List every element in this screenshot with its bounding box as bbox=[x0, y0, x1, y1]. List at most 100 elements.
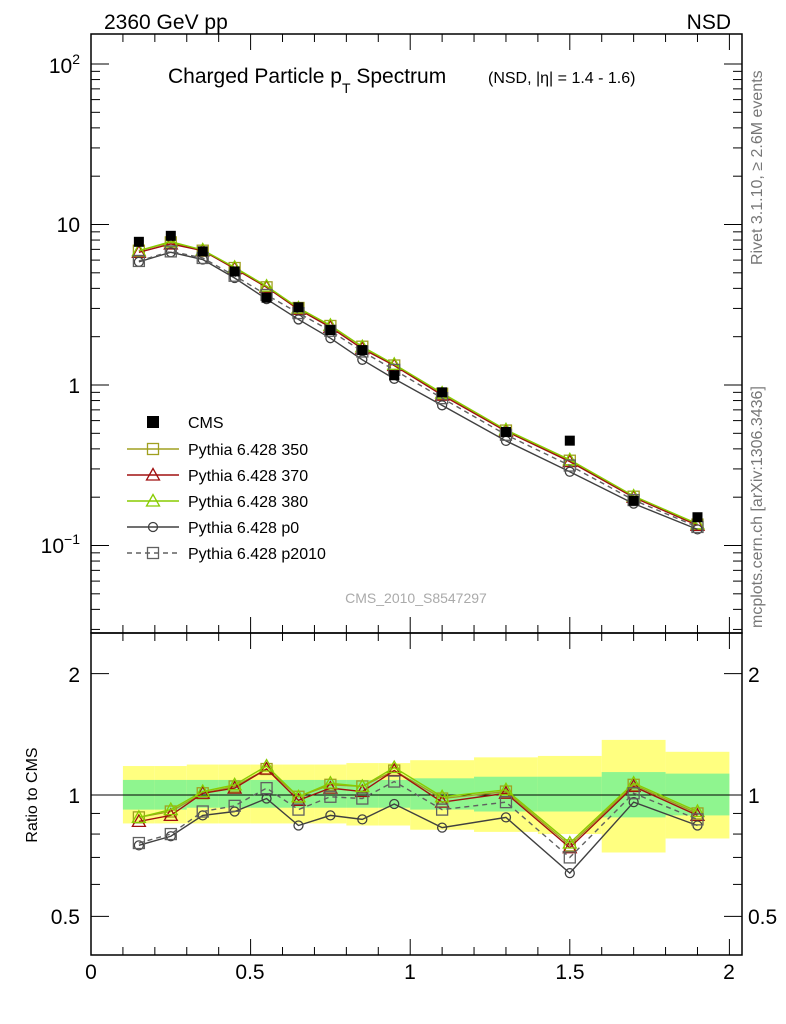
series-point-main-pythia-6-428-p2010-11 bbox=[563, 459, 576, 472]
series-point-ratio-pythia-6-428-380-5 bbox=[290, 788, 307, 803]
series-point-ratio-pythia-6-428-370-11 bbox=[562, 839, 578, 854]
series-point-ratio-pythia-6-428-p2010-11 bbox=[563, 851, 576, 864]
x-tick-label-1.5: 1.5 bbox=[555, 961, 584, 984]
chart-title-detail: (NSD, |η| = 1.4 - 1.6) bbox=[488, 70, 635, 87]
chart-title: Charged Particle pT Spectrum (NSD, |η| =… bbox=[168, 65, 635, 96]
legend-marker-pythia-6-428-350 bbox=[146, 442, 160, 456]
series-point-main-pythia-6-428-p0-11 bbox=[564, 466, 575, 477]
series-point-ratio-pythia-6-428-p2010-6 bbox=[324, 790, 337, 803]
cms-data-points bbox=[133, 230, 703, 523]
series-point-main-pythia-6-428-p0-5 bbox=[293, 314, 304, 325]
series-point-ratio-pythia-6-428-p2010-10 bbox=[499, 795, 513, 809]
cms-point-5 bbox=[293, 302, 304, 313]
series-point-ratio-pythia-6-428-370-2 bbox=[195, 785, 211, 799]
legend-marker-pythia-6-428-p2010 bbox=[146, 546, 160, 560]
series-line-ratio-pythia-6-428-370 bbox=[138, 768, 698, 849]
cms-point-12 bbox=[628, 495, 639, 506]
series-point-ratio-pythia-6-428-p0-12 bbox=[628, 796, 639, 808]
cms-point-13 bbox=[692, 512, 703, 523]
band-inner-8 bbox=[378, 779, 411, 808]
rivet-version-label: Rivet 3.1.10, ≥ 2.6M events bbox=[749, 70, 766, 265]
legend-label-pythia-6-428-p2010: Pythia 6.428 p2010 bbox=[188, 546, 326, 563]
series-layer bbox=[131, 233, 706, 879]
series-pythia-6-428-p2010 bbox=[132, 245, 704, 864]
ratio-y-tick-0.5-left: 0.5 bbox=[51, 906, 80, 929]
main-y-tick-10: 10 bbox=[57, 214, 80, 237]
main-y-tick-100: 102 bbox=[49, 51, 80, 78]
x-tick-label-1: 1 bbox=[404, 961, 416, 984]
header-process-label: NSD bbox=[687, 11, 731, 34]
x-tick-label-2: 2 bbox=[723, 961, 735, 984]
series-point-ratio-pythia-6-428-p2010-12 bbox=[627, 787, 640, 800]
series-point-ratio-pythia-6-428-380-3 bbox=[227, 776, 243, 791]
series-point-ratio-pythia-6-428-380-8 bbox=[386, 759, 402, 774]
legend-label-pythia-6-428-380: Pythia 6.428 380 bbox=[188, 494, 308, 511]
band-inner-11 bbox=[537, 776, 602, 812]
series-point-ratio-pythia-6-428-p2010-0 bbox=[132, 836, 146, 850]
legend-label-pythia-6-428-370: Pythia 6.428 370 bbox=[188, 468, 308, 485]
series-point-ratio-pythia-6-428-370-6 bbox=[322, 780, 339, 794]
main-y-tick-labels: 102 10 1 10−1 bbox=[41, 51, 81, 558]
series-point-ratio-pythia-6-428-380-6 bbox=[322, 775, 339, 789]
series-point-ratio-pythia-6-428-380-2 bbox=[195, 783, 211, 798]
mcplots-reference-label: mcplots.cern.ch [arXiv:1306.3436] bbox=[749, 386, 766, 628]
cms-point-2 bbox=[197, 246, 208, 257]
series-point-ratio-pythia-6-428-380-9 bbox=[434, 788, 450, 803]
series-point-main-pythia-6-428-380-8 bbox=[386, 356, 402, 370]
cms-point-4 bbox=[261, 292, 272, 303]
series-point-main-pythia-6-428-380-4 bbox=[258, 278, 275, 292]
cms-point-3 bbox=[229, 266, 240, 277]
ratio-y-tick-2-left: 2 bbox=[68, 664, 80, 687]
series-point-ratio-pythia-6-428-380-4 bbox=[258, 758, 275, 772]
series-point-ratio-pythia-6-428-p2010-4 bbox=[260, 781, 273, 795]
series-point-ratio-pythia-6-428-380-1 bbox=[163, 801, 179, 816]
series-point-ratio-pythia-6-428-p2010-2 bbox=[196, 805, 209, 818]
series-point-main-pythia-6-428-370-13 bbox=[689, 517, 706, 532]
series-point-ratio-pythia-6-428-p0-6 bbox=[325, 810, 336, 821]
series-point-ratio-pythia-6-428-p2010-7 bbox=[356, 792, 369, 805]
series-point-ratio-pythia-6-428-p2010-8 bbox=[388, 775, 401, 788]
legend-marker-pythia-6-428-380 bbox=[145, 493, 161, 507]
series-point-ratio-pythia-6-428-370-7 bbox=[354, 783, 370, 798]
series-point-ratio-pythia-6-428-p0-10 bbox=[500, 812, 512, 823]
legend-marker-cms bbox=[147, 416, 159, 428]
ratio-y-tick-0.5-right: 0.5 bbox=[748, 906, 777, 929]
x-tick-labels: 0 0.5 1 1.5 2 bbox=[85, 961, 735, 984]
ratio-y-tick-labels: 2 1 0.5 2 1 0.5 bbox=[51, 664, 777, 929]
ratio-y-tick-1-right: 1 bbox=[748, 785, 760, 808]
x-tick-label-0: 0 bbox=[85, 961, 97, 984]
series-point-main-pythia-6-428-380-1 bbox=[163, 233, 179, 248]
cms-point-11 bbox=[564, 435, 575, 446]
series-point-main-pythia-6-428-p0-9 bbox=[436, 400, 448, 411]
legend-label-pythia-6-428-p0: Pythia 6.428 p0 bbox=[188, 520, 299, 537]
ratio-y-tick-1-left: 1 bbox=[68, 785, 80, 808]
ratio-y-axis-label: Ratio to CMS bbox=[24, 747, 41, 842]
ratio-y-tick-2-right: 2 bbox=[748, 664, 760, 687]
axis-ticks bbox=[90, 34, 742, 955]
cms-point-10 bbox=[500, 426, 511, 437]
series-point-ratio-pythia-6-428-p2010-9 bbox=[435, 803, 449, 816]
analysis-id-watermark: CMS_2010_S8547297 bbox=[345, 590, 487, 606]
series-point-ratio-pythia-6-428-380-10 bbox=[498, 782, 514, 796]
legend-marker-pythia-6-428-370 bbox=[145, 467, 161, 481]
series-point-ratio-pythia-6-428-380-11 bbox=[562, 835, 578, 849]
main-panel-background bbox=[91, 34, 742, 633]
main-y-tick-0.1: 10−1 bbox=[41, 531, 81, 558]
cms-point-9 bbox=[437, 387, 448, 398]
main-y-tick-1: 1 bbox=[68, 375, 80, 398]
ratio-panel-frame bbox=[90, 632, 743, 956]
series-point-ratio-pythia-6-428-p0-0 bbox=[133, 840, 145, 851]
legend-series-entries: Pythia 6.428 350 Pythia 6.428 370 Pythia 6… bbox=[127, 442, 326, 563]
legend-marker-pythia-6-428-p0 bbox=[147, 521, 159, 533]
series-point-ratio-pythia-6-428-370-5 bbox=[290, 792, 307, 806]
series-point-main-pythia-6-428-p0-13 bbox=[692, 524, 703, 535]
series-point-ratio-pythia-6-428-p2010-5 bbox=[292, 803, 305, 816]
series-point-ratio-pythia-6-428-380-7 bbox=[354, 778, 370, 793]
series-point-ratio-pythia-6-428-p0-8 bbox=[389, 798, 400, 810]
ratio-uncertainty-bands bbox=[122, 739, 730, 853]
legend-label-cms: CMS bbox=[188, 415, 224, 432]
series-point-ratio-pythia-6-428-380-13 bbox=[689, 803, 706, 818]
series-point-ratio-pythia-6-428-370-0 bbox=[131, 813, 147, 828]
cms-point-0 bbox=[133, 236, 144, 247]
series-line-ratio-pythia-6-428-p2010 bbox=[138, 780, 698, 859]
